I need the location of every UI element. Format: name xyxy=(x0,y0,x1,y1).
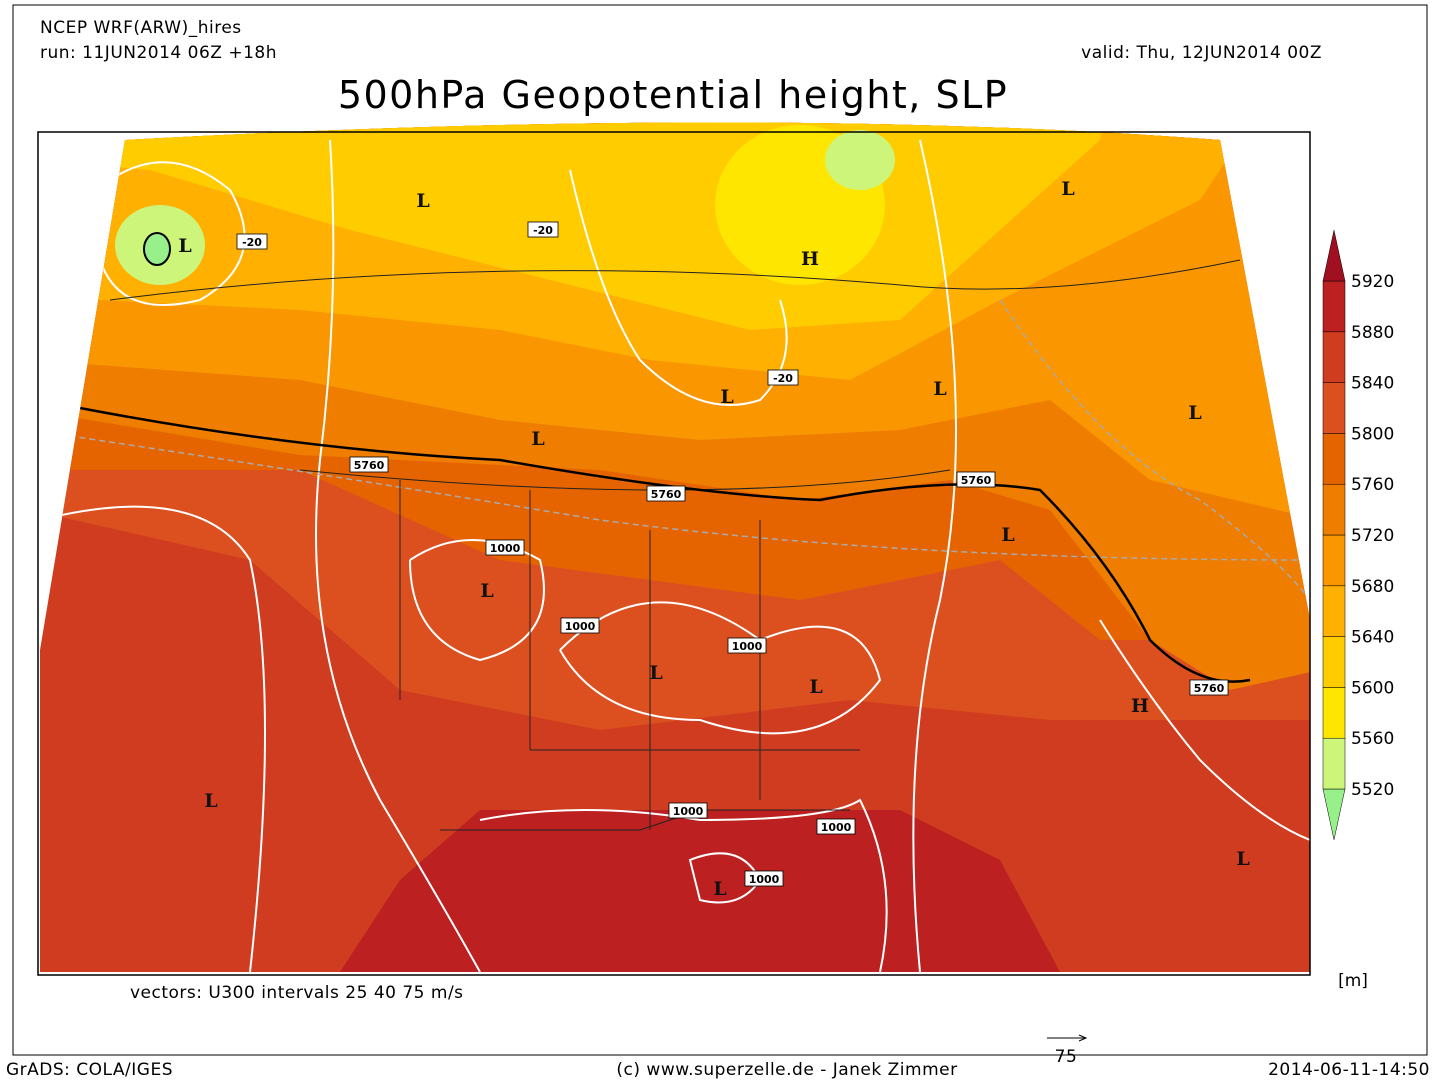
pressure-center: L xyxy=(204,790,217,812)
label-box xyxy=(560,617,600,634)
pressure-center: L xyxy=(480,580,493,602)
label-box xyxy=(727,637,767,654)
colorbar-tick-label: 5640 xyxy=(1351,628,1394,648)
label-box xyxy=(485,539,525,556)
pressure-center: L xyxy=(720,386,733,408)
temperature-contour xyxy=(40,429,1310,561)
software-credit: GrADS: COLA/IGES xyxy=(6,1060,173,1080)
colorbar-unit: [m] xyxy=(1338,971,1368,991)
contour-label: 5760 xyxy=(651,488,682,501)
map-title: 500hPa Geopotential height, SLP xyxy=(338,73,1008,117)
colorbar-tick-label: 5680 xyxy=(1351,577,1394,597)
contour-label: 1000 xyxy=(732,640,763,653)
contour-label: 5760 xyxy=(1194,682,1225,695)
contour-label: 1000 xyxy=(673,805,704,818)
pressure-contour xyxy=(912,139,957,972)
pressure-center: L xyxy=(1188,402,1201,424)
run-info: run: 11JUN2014 06Z +18h xyxy=(40,43,277,63)
map-field xyxy=(40,122,1310,972)
colorbar-tick-label: 5880 xyxy=(1351,323,1394,343)
label-box xyxy=(527,221,559,238)
label-box xyxy=(816,818,856,835)
border-line xyxy=(399,480,860,830)
colorbar-tick-label: 5600 xyxy=(1351,678,1394,698)
colorbar-tick-label: 5560 xyxy=(1351,729,1394,749)
pressure-contour xyxy=(559,601,882,735)
colorbar-extend-high xyxy=(1322,230,1346,282)
colorbar-tick-label: 5840 xyxy=(1351,374,1394,394)
temperature-contour xyxy=(999,299,1310,601)
pressure-center: L xyxy=(933,378,946,400)
contour-5760 xyxy=(79,406,1251,683)
author-credit: (c) www.superzelle.de - Janek Zimmer xyxy=(616,1060,957,1080)
contour-label: 1000 xyxy=(565,620,596,633)
label-box xyxy=(767,369,799,386)
label-box xyxy=(236,233,268,250)
valid-info: valid: Thu, 12JUN2014 00Z xyxy=(1081,43,1322,63)
border-line xyxy=(109,259,1241,301)
contour-label: 1000 xyxy=(821,821,852,834)
model-name: NCEP WRF(ARW)_hires xyxy=(40,18,242,38)
pressure-contour xyxy=(569,169,788,406)
height-band xyxy=(825,130,895,190)
contour-label: 1000 xyxy=(490,542,521,555)
timestamp: 2014-06-11-14:50 xyxy=(1268,1060,1430,1080)
colorbar-segment xyxy=(1322,331,1346,383)
label-box xyxy=(956,471,996,488)
pressure-center: L xyxy=(1061,178,1074,200)
map-labels: L L -20 -20 H L L -20 L L L 5760 5760 5760 L 1000 L 1000 1… xyxy=(178,178,1249,900)
pressure-contour xyxy=(315,139,481,972)
colorbar-segment xyxy=(1322,534,1346,587)
colorbar-segment xyxy=(1322,687,1346,739)
reference-arrow-head xyxy=(1078,1034,1088,1042)
contour-label: -20 xyxy=(242,236,262,249)
colorbar-tick-label: 5800 xyxy=(1351,424,1394,444)
page-frame xyxy=(12,4,1428,1056)
colorbar-segment xyxy=(1322,280,1346,333)
border-line xyxy=(440,809,850,831)
pressure-contour xyxy=(479,798,888,972)
label-box xyxy=(744,870,784,887)
height-band xyxy=(143,232,171,266)
pressure-center: H xyxy=(1131,695,1149,717)
pressure-center: L xyxy=(809,676,822,698)
colorbar-segment xyxy=(1322,585,1346,637)
colorbar-segment xyxy=(1322,433,1346,485)
colorbar-extend-low xyxy=(1322,788,1346,840)
pressure-contour xyxy=(1099,619,1310,841)
contour-label: -20 xyxy=(773,372,793,385)
contour-label: 5760 xyxy=(354,459,385,472)
colorbar-tick-label: 5760 xyxy=(1351,475,1394,495)
pressure-center: L xyxy=(1236,848,1249,870)
pressure-contour xyxy=(409,539,545,662)
colorbar-tick-label: 5720 xyxy=(1351,526,1394,546)
pressure-center: L xyxy=(531,428,544,450)
label-box xyxy=(349,456,389,473)
colorbar-segment xyxy=(1322,382,1346,434)
pressure-center: L xyxy=(416,190,429,212)
contour-label: -20 xyxy=(533,224,553,237)
contour-label: 5760 xyxy=(961,474,992,487)
pressure-contour xyxy=(99,161,246,306)
pressure-center: L xyxy=(1001,524,1014,546)
colorbar: 5520 5560 5600 5640 5680 5720 5760 5800 5840 5880… xyxy=(1322,230,1394,840)
map-frame xyxy=(37,131,1311,976)
label-box xyxy=(1189,679,1229,696)
colorbar-tick-label: 5520 xyxy=(1351,780,1394,800)
pressure-center: L xyxy=(649,662,662,684)
colorbar-segment xyxy=(1322,636,1346,688)
reference-vector-label: 75 xyxy=(1055,1047,1078,1067)
label-box xyxy=(646,485,686,502)
colorbar-segment xyxy=(1322,737,1346,790)
colorbar-tick-label: 5920 xyxy=(1351,272,1394,292)
label-box xyxy=(668,802,708,819)
contour-label: 1000 xyxy=(749,873,780,886)
pressure-contour xyxy=(40,505,266,972)
pressure-center: H xyxy=(801,248,819,270)
colorbar-segment xyxy=(1322,483,1346,536)
pressure-center: L xyxy=(713,878,726,900)
pressure-center: L xyxy=(178,235,191,257)
vectors-note: vectors: U300 intervals 25 40 75 m/s xyxy=(130,983,464,1003)
